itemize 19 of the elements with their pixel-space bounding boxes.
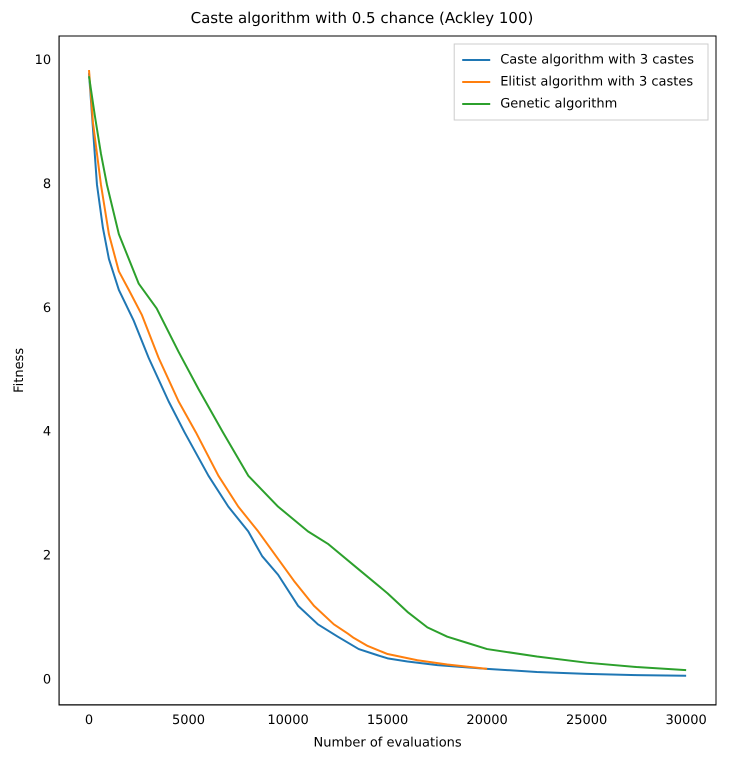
chart-title: Caste algorithm with 0.5 chance (Ackley 100) [190,8,534,27]
x-axis-title: Number of evaluations [313,736,462,751]
legend-label: Elitist algorithm with 3 castes [500,74,694,90]
x-tick-label: 5000 [172,712,206,728]
legend-label: Caste algorithm with 3 castes [500,52,694,68]
legend-label: Genetic algorithm [500,96,618,112]
y-tick-label: 4 [42,424,52,440]
y-tick-label: 0 [42,672,52,688]
y-tick-label: 10 [34,53,52,68]
x-tick-label: 10000 [267,712,309,728]
x-tick-label: 15000 [366,712,408,728]
x-tick-label: 25000 [566,712,608,728]
y-tick-label: 8 [42,176,52,192]
x-tick-label: 30000 [665,712,707,728]
x-tick-label: 20000 [466,712,508,728]
y-tick-label: 2 [42,548,52,564]
x-tick-label: 0 [84,712,94,728]
y-tick-label: 6 [42,300,52,316]
y-axis-title: Fitness [12,348,28,393]
